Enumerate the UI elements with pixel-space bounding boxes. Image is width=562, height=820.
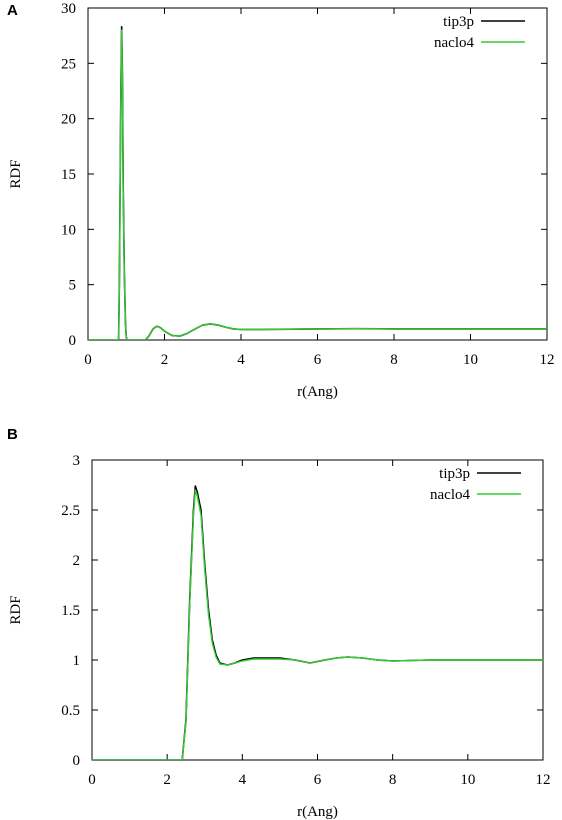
y-tick-label: 20 [61,112,76,128]
y-tick-label: 30 [61,1,76,17]
y-tick-label: 3 [73,453,81,469]
legend-label-tip3p: tip3p [439,466,470,482]
panel-letter-b: B [7,426,18,443]
plot-frame [87,7,548,341]
legend-label-naclo4: naclo4 [434,35,474,51]
y-axis-label: RDF [8,159,24,188]
x-tick-label: 10 [463,352,478,368]
x-axis-label: r(Ang) [297,804,338,820]
y-tick-label: 2.5 [61,503,80,519]
legend-label-tip3p: tip3p [443,14,474,30]
x-tick-label: 2 [163,772,171,788]
series-line-tip3p [92,485,543,760]
x-tick-label: 6 [314,772,322,788]
y-tick-label: 1 [73,653,81,669]
legend-label-naclo4: naclo4 [430,487,470,503]
y-tick-label: 0 [69,333,77,349]
x-axis-label: r(Ang) [297,384,338,400]
x-tick-label: 0 [84,352,92,368]
x-tick-label: 0 [88,772,96,788]
x-tick-label: 4 [239,772,247,788]
plot-frame [91,459,544,761]
series-line-tip3p [88,26,547,340]
panel-b: B 0 2 4 6 8 10 12 0 0.5 1 1.5 2 2.5 3 r(Ang) RDF tip3p na… [0,420,562,820]
y-tick-label: 0.5 [61,703,80,719]
x-tick-label: 6 [314,352,322,368]
x-tick-label: 10 [460,772,475,788]
series-line-naclo4 [88,29,547,340]
y-tick-label: 2 [73,553,81,569]
rdf-chart-a: 0 2 4 6 8 10 12 0 5 10 15 20 25 30 r(Ang) RDF tip3p naclo… [8,1,555,400]
y-tick-label: 25 [61,56,76,72]
rdf-chart-b: 0 2 4 6 8 10 12 0 0.5 1 1.5 2 2.5 3 r(Ang) RDF tip3p nacl… [8,453,551,820]
x-tick-label: 12 [540,352,555,368]
y-tick-label: 0 [73,753,81,769]
y-axis-label: RDF [8,595,24,624]
x-tick-label: 8 [389,772,397,788]
x-tick-label: 8 [390,352,398,368]
y-tick-label: 5 [69,278,77,294]
series-line-naclo4 [92,489,543,760]
y-tick-label: 10 [61,222,76,238]
x-tick-label: 2 [161,352,169,368]
y-tick-label: 1.5 [61,603,80,619]
x-tick-label: 12 [536,772,551,788]
y-tick-label: 15 [61,167,76,183]
panel-letter-a: A [7,2,18,19]
panel-a: A 0 2 4 6 8 10 12 0 5 10 15 20 25 30 r(Ang) RDF tip3p nac… [7,1,555,400]
x-tick-label: 4 [237,352,245,368]
